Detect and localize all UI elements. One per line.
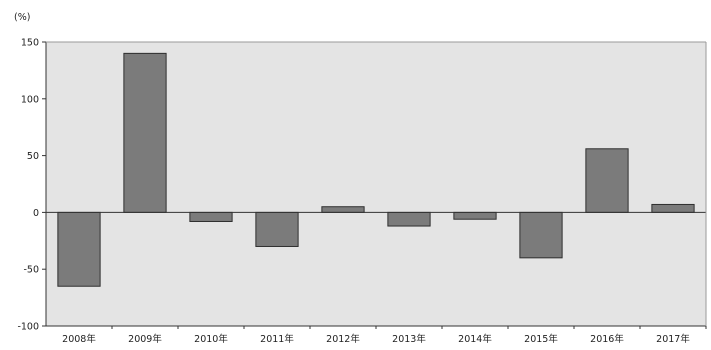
- x-tick-label: 2013年: [392, 333, 426, 345]
- x-tick-label: 2009年: [128, 333, 162, 345]
- x-tick-label: 2017年: [656, 333, 690, 345]
- bar: [519, 211, 563, 259]
- x-tick-label: 2016年: [590, 333, 624, 345]
- y-tick-label: -100: [17, 322, 39, 333]
- y-tick-label: 0: [33, 208, 39, 219]
- x-tick-label: 2012年: [326, 333, 360, 345]
- y-tick-label: 150: [21, 38, 39, 49]
- plot-area: -100 -50 0 50 100 150 2008年 2009年 2010年 2011年 2012…: [17, 38, 707, 345]
- x-tick-label: 2011年: [260, 333, 294, 345]
- bar: [387, 211, 431, 227]
- x-tick-label: 2015年: [524, 333, 558, 345]
- bar: [651, 203, 695, 213]
- y-tick-label: -50: [23, 265, 39, 276]
- bar: [453, 211, 497, 220]
- bar: [189, 211, 233, 222]
- bar: [255, 211, 299, 247]
- y-axis-unit-label: (%): [14, 12, 30, 23]
- bar: [585, 148, 629, 213]
- y-tick-label: 100: [21, 94, 39, 105]
- y-tick-label: 50: [27, 151, 39, 162]
- bar: [57, 211, 101, 287]
- x-tick-label: 2008年: [62, 333, 96, 345]
- x-tick-label: 2014年: [458, 333, 492, 345]
- bar: [321, 206, 365, 213]
- x-tick-label: 2010年: [194, 333, 228, 345]
- bar: [123, 52, 167, 213]
